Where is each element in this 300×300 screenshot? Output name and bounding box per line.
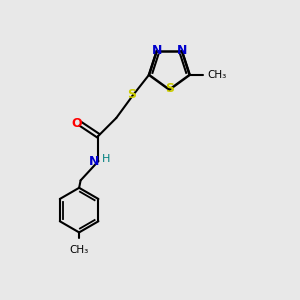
Text: S: S [127, 88, 136, 101]
Text: N: N [177, 44, 187, 58]
Text: H: H [102, 154, 110, 164]
Text: S: S [165, 82, 174, 95]
Text: N: N [89, 154, 99, 168]
Text: CH₃: CH₃ [208, 70, 227, 80]
Text: CH₃: CH₃ [70, 245, 89, 255]
Text: N: N [152, 44, 162, 58]
Text: O: O [72, 116, 83, 130]
